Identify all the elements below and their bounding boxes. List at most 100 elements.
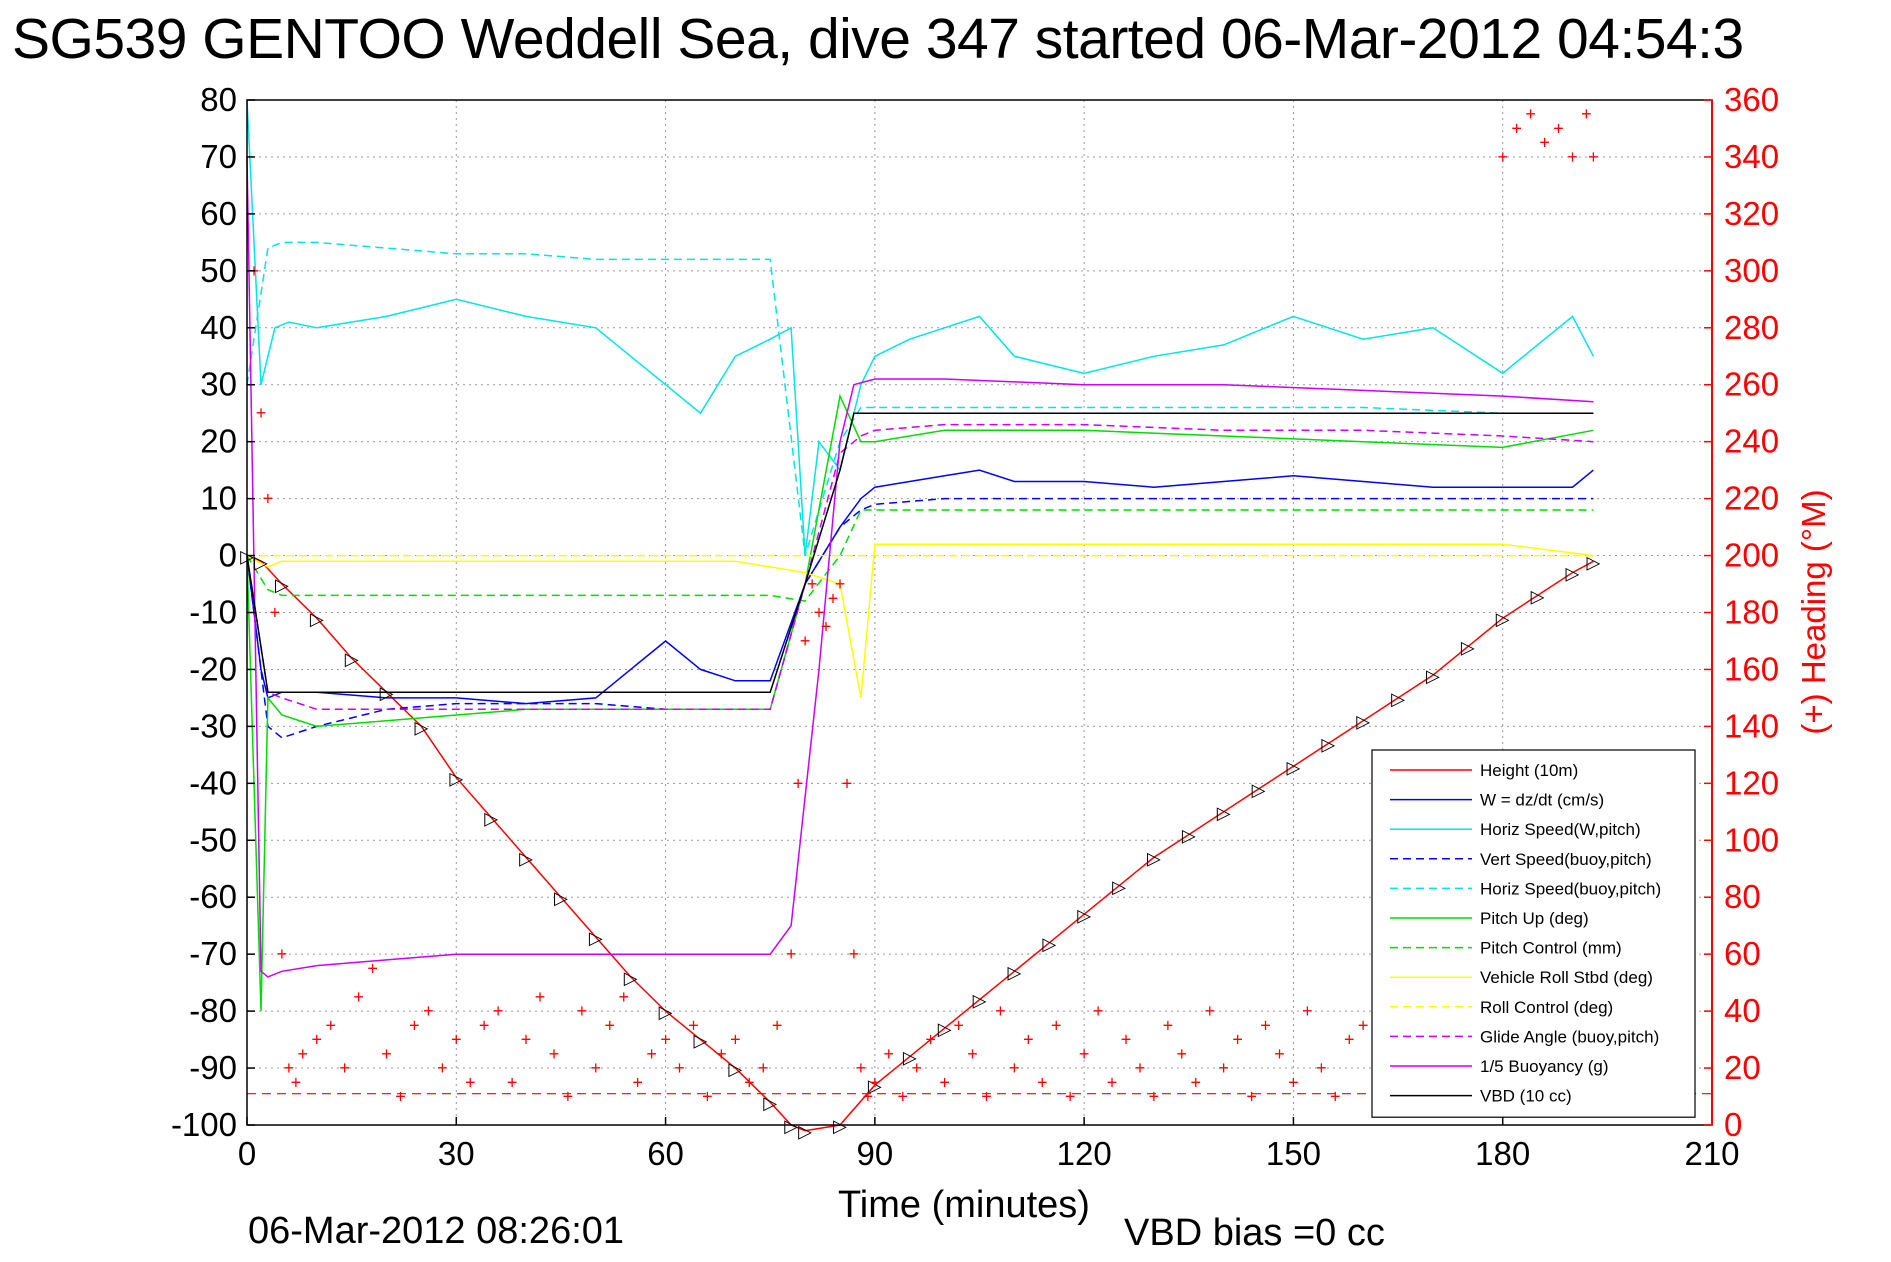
- height-marker: ▷: [449, 769, 463, 789]
- height-marker: ▷: [903, 1048, 917, 1068]
- heading-point: +: [1246, 1087, 1257, 1107]
- legend-label: 1/5 Buoyancy (g): [1480, 1057, 1609, 1076]
- legend-label: Horiz Speed(buoy,pitch): [1480, 879, 1661, 898]
- height-marker: ▷: [484, 809, 498, 829]
- x-tick-label: 120: [1057, 1135, 1112, 1172]
- right-axis-ticks: 3603403203002802602402202001801601401201…: [1704, 81, 1779, 1143]
- height-marker: ▷: [1531, 586, 1545, 606]
- heading-point: +: [1232, 1030, 1243, 1050]
- heading-point: +: [1023, 1030, 1034, 1050]
- heading-point: +: [618, 987, 629, 1007]
- legend-label: Vehicle Roll Stbd (deg): [1480, 968, 1653, 987]
- heading-point: +: [1065, 1087, 1076, 1107]
- heading-point: +: [291, 1072, 302, 1092]
- heading-point: +: [1567, 147, 1578, 167]
- heading-point: +: [911, 1058, 922, 1078]
- y-right-tick-label: 280: [1724, 309, 1779, 346]
- heading-point: +: [995, 1001, 1006, 1021]
- y-left-tick-label: 50: [200, 252, 237, 289]
- heading-point: +: [1107, 1072, 1118, 1092]
- heading-point: +: [1191, 1072, 1202, 1092]
- heading-point: +: [744, 1072, 755, 1092]
- x-tick-label: 30: [438, 1135, 475, 1172]
- heading-point: +: [339, 1058, 350, 1078]
- legend-label: Pitch Up (deg): [1480, 909, 1589, 928]
- y-left-tick-label: -40: [189, 764, 237, 801]
- heading-point: +: [1051, 1015, 1062, 1035]
- heading-point: +: [856, 1058, 867, 1078]
- height-marker: ▷: [1321, 734, 1335, 754]
- heading-point: +: [577, 1001, 588, 1021]
- series-line-4: [246, 241, 1594, 556]
- heading-point: +: [1497, 147, 1508, 167]
- y-left-tick-label: 10: [200, 480, 237, 517]
- heading-point: +: [1553, 118, 1564, 138]
- heading-point: +: [1525, 104, 1536, 124]
- heading-point: +: [1316, 1058, 1327, 1078]
- heading-point: +: [1149, 1087, 1160, 1107]
- x-tick-label: 150: [1266, 1135, 1321, 1172]
- y-right-tick-label: 160: [1724, 650, 1779, 687]
- heading-point: +: [1163, 1015, 1174, 1035]
- legend-label: Height (10m): [1480, 761, 1578, 780]
- heading-point: +: [1093, 1001, 1104, 1021]
- legend-label: Glide Angle (buoy,pitch): [1480, 1027, 1659, 1046]
- heading-point: +: [284, 1058, 295, 1078]
- heading-point: +: [1511, 118, 1522, 138]
- heading-point: +: [702, 1087, 713, 1107]
- height-marker: ▷: [1391, 689, 1405, 709]
- legend-label: VBD (10 cc): [1480, 1087, 1572, 1106]
- height-marker: ▷: [554, 888, 568, 908]
- series-line-6: [246, 509, 1594, 602]
- height-marker: ▷: [1356, 712, 1370, 732]
- heading-point: +: [256, 403, 267, 423]
- x-axis-ticks: 0 30 60 90 120 150 180 210: [238, 1117, 1740, 1172]
- height-marker: ▷: [414, 717, 428, 737]
- height-marker: ▷: [1287, 757, 1301, 777]
- height-marker: ▷: [938, 1019, 952, 1039]
- heading-point: +: [800, 631, 811, 651]
- y-left-tick-label: -70: [189, 935, 237, 972]
- y-left-tick-label: -50: [189, 821, 237, 858]
- series-line-2: [246, 99, 1595, 556]
- heading-point: +: [772, 1015, 783, 1035]
- series-line-10: [246, 156, 1594, 978]
- legend-label: W = dz/dt (cm/s): [1480, 791, 1604, 810]
- height-marker: ▷: [728, 1059, 742, 1079]
- chart-title: SG539 GENTOO Weddell Sea, dive 347 start…: [12, 7, 1744, 71]
- y-right-tick-label: 60: [1724, 935, 1761, 972]
- heading-point: +: [1330, 1087, 1341, 1107]
- y-right-tick-label: 0: [1724, 1106, 1742, 1143]
- series-line-11: [246, 412, 1594, 693]
- heading-point: +: [716, 1044, 727, 1064]
- heading-point: +: [730, 1030, 741, 1050]
- x-tick-label: 210: [1684, 1135, 1739, 1172]
- heading-point: +: [786, 944, 797, 964]
- height-marker: ▷: [798, 1122, 812, 1142]
- y-right-tick-label: 360: [1724, 81, 1779, 118]
- y-left-tick-label: 0: [219, 537, 237, 574]
- series-line-7: [246, 543, 1594, 699]
- y-left-tick-label: -100: [171, 1106, 237, 1143]
- y-left-tick-label: 60: [200, 195, 237, 232]
- height-marker: ▷: [694, 1031, 708, 1051]
- height-marker: ▷: [784, 1116, 798, 1136]
- heading-point: +: [1135, 1058, 1146, 1078]
- y-left-tick-label: -60: [189, 878, 237, 915]
- heading-point: +: [507, 1072, 518, 1092]
- heading-point: +: [1344, 1030, 1355, 1050]
- heading-point: +: [1260, 1015, 1271, 1035]
- heading-point: +: [835, 574, 846, 594]
- x-tick-label: 0: [238, 1135, 256, 1172]
- height-marker: ▷: [1077, 905, 1091, 925]
- heading-point: +: [325, 1015, 336, 1035]
- y-right-tick-label: 300: [1724, 252, 1779, 289]
- heading-point: +: [367, 958, 378, 978]
- series-layer: ▷ ▷ ▷ ▷ ▷ ▷ ▷ ▷ ▷ ▷ ▷ ▷ ▷ ▷ ▷ ▷ ▷ ▷ ▷ ▷ ▷ ▷ ▷ ▷ ▷ ▷ ▷ ▷ ▷ ▷ ▷ ▷ ▷ ▷ ▷ ▷ ▷ ▷ ▷ ▷…: [240, 99, 1600, 1142]
- heading-point: +: [1079, 1044, 1090, 1064]
- heading-point: +: [807, 574, 818, 594]
- legend-label: Horiz Speed(W,pitch): [1480, 820, 1641, 839]
- heading-point: +: [479, 1015, 490, 1035]
- heading-point: +: [381, 1044, 392, 1064]
- height-marker: ▷: [275, 575, 289, 595]
